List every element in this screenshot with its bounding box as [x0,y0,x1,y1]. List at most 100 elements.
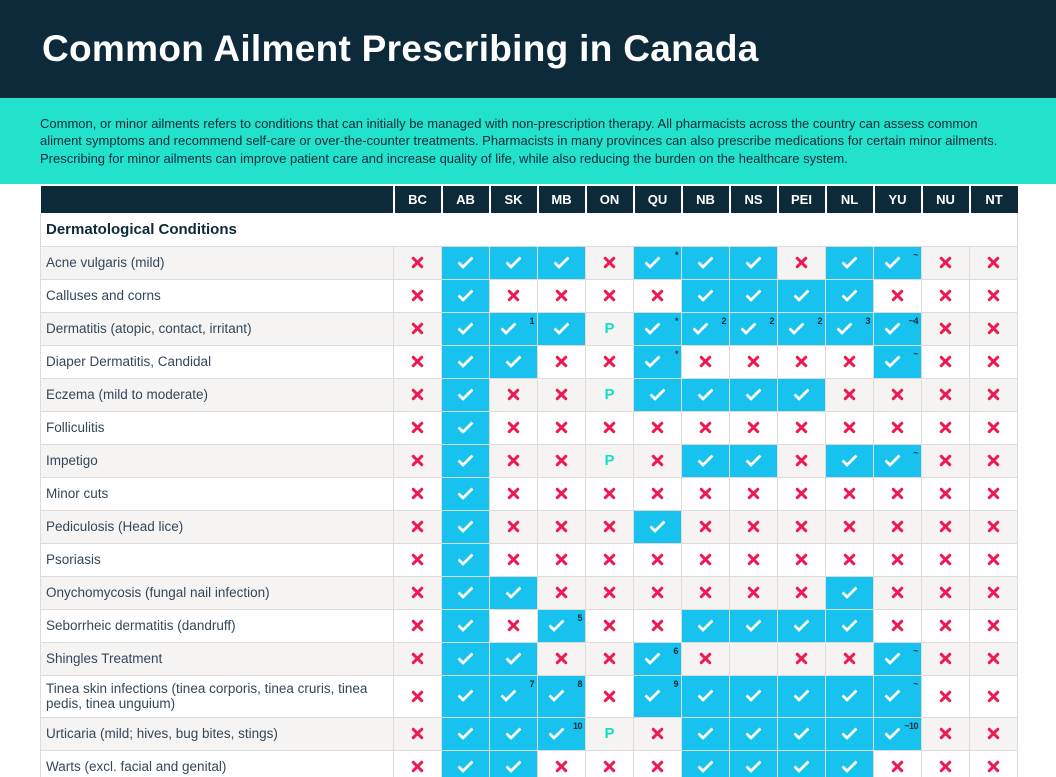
cross-icon [699,487,713,501]
cross-icon [699,652,713,666]
check-icon [548,615,565,632]
check-cell [441,575,490,610]
cross-icon [555,760,569,774]
cross-icon [987,520,1001,534]
check-icon [644,351,661,368]
check-cell [681,245,730,280]
cross-cell [777,410,826,445]
column-header-bc: BC [393,186,443,213]
cross-icon [507,388,521,402]
page-title: Common Ailment Prescribing in Canada [42,28,759,69]
check-cell [777,749,826,777]
check-cell [777,608,826,643]
p-cell: P [585,443,634,478]
page-header: Common Ailment Prescribing in Canada [0,0,1056,98]
cross-icon [987,487,1001,501]
cross-cell [633,443,682,478]
check-cell [825,749,874,777]
check-cell [825,674,874,718]
cross-cell [633,542,682,577]
cross-cell [777,575,826,610]
table-row: Folliculitis [40,410,1018,445]
check-cell: 6 [633,641,682,676]
cross-cell [585,575,634,610]
p-marker: P [604,386,615,403]
cross-icon [411,619,425,633]
check-icon [457,252,474,269]
check-icon [457,756,474,773]
cross-cell [393,608,442,643]
check-icon [884,351,901,368]
cross-cell [489,410,538,445]
check-cell [729,749,778,777]
cross-icon [891,619,905,633]
column-header-nu: NU [921,186,971,213]
check-icon [841,285,858,302]
cross-cell [489,542,538,577]
cross-icon [651,760,665,774]
cross-icon [795,520,809,534]
footnote-marker: 2 [769,315,774,326]
cross-cell [825,641,874,676]
cross-icon [699,586,713,600]
check-cell: * [633,311,682,346]
check-cell: 1 [489,311,538,346]
footnote-marker: ~ [913,348,918,359]
footnote-marker: * [674,315,679,326]
check-cell: ~ [873,344,922,379]
cross-cell [537,542,586,577]
check-icon [697,723,714,740]
check-cell [537,311,586,346]
cross-cell [777,344,826,379]
check-icon [745,384,762,401]
ailment-label: Psoriasis [40,542,394,577]
check-icon [841,450,858,467]
cross-icon [795,454,809,468]
check-cell: 7 [489,674,538,718]
cross-icon [987,256,1001,270]
check-icon [505,351,522,368]
cross-icon [843,421,857,435]
cross-cell [777,509,826,544]
cross-cell [777,641,826,676]
cross-cell [393,749,442,777]
cross-icon [843,355,857,369]
cross-cell [969,278,1018,313]
check-icon [793,285,810,302]
cross-icon [555,355,569,369]
check-icon [884,450,901,467]
cross-icon [651,454,665,468]
check-icon [649,384,666,401]
cross-icon [411,553,425,567]
cross-icon [987,689,1001,703]
cross-icon [747,487,761,501]
check-icon [505,756,522,773]
check-icon [457,685,474,703]
cross-icon [651,487,665,501]
column-header-on: ON [585,186,635,213]
check-icon [841,582,858,599]
cross-icon [987,388,1001,402]
ailment-label: Pediculosis (Head lice) [40,509,394,544]
cross-cell [633,716,682,751]
cross-icon [795,652,809,666]
table-row: Eczema (mild to moderate) P [40,377,1018,412]
cross-icon [507,421,521,435]
cross-cell [921,410,970,445]
cross-icon [747,520,761,534]
cross-icon [939,760,953,774]
cross-cell [393,443,442,478]
cross-icon [987,322,1001,336]
cross-cell [873,509,922,544]
check-icon [740,318,757,335]
cross-icon [555,520,569,534]
cross-cell [633,608,682,643]
check-cell [825,245,874,280]
check-cell [777,377,826,412]
footnote-marker: 3 [865,315,870,326]
cross-cell [969,542,1018,577]
cross-icon [603,520,617,534]
check-icon [884,648,901,665]
cross-icon [747,553,761,567]
cross-cell [681,575,730,610]
